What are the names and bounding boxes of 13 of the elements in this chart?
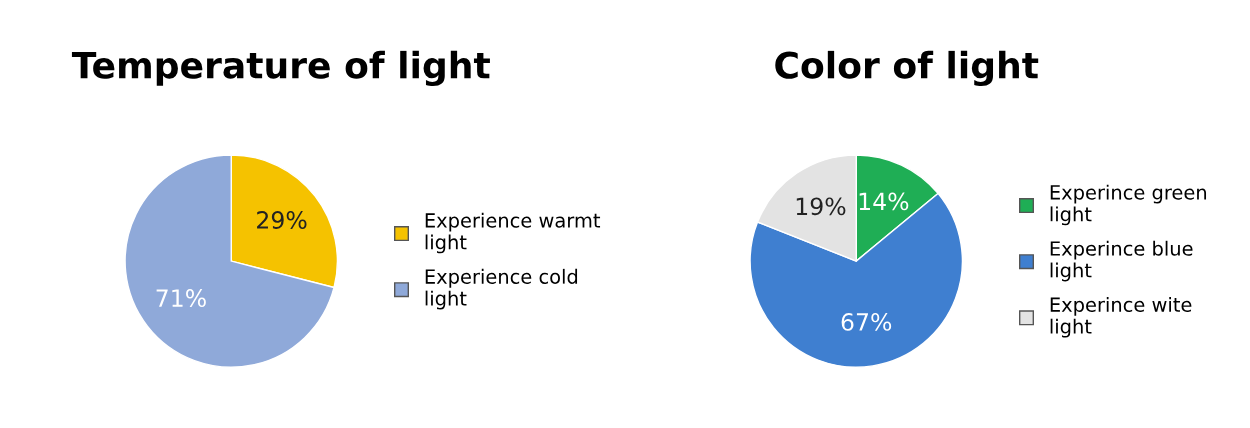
chart-title: Color of light (775, 50, 1039, 87)
data-label: 67% (841, 312, 892, 331)
pie-slice (124, 154, 335, 368)
data-label: 71% (156, 289, 206, 307)
legend-label: Experience cold light (425, 268, 578, 310)
data-label: 14% (859, 192, 909, 211)
legend-label: Experince green light (1050, 184, 1207, 226)
legend-label: Experience warmt light (425, 212, 601, 254)
legend-label: Experince blue light (1050, 240, 1193, 282)
data-label: 19% (796, 197, 846, 216)
data-label: 29% (257, 211, 307, 229)
chart-title: Temperature of light (71, 50, 490, 87)
legend-label: Experince wite light (1050, 296, 1192, 338)
